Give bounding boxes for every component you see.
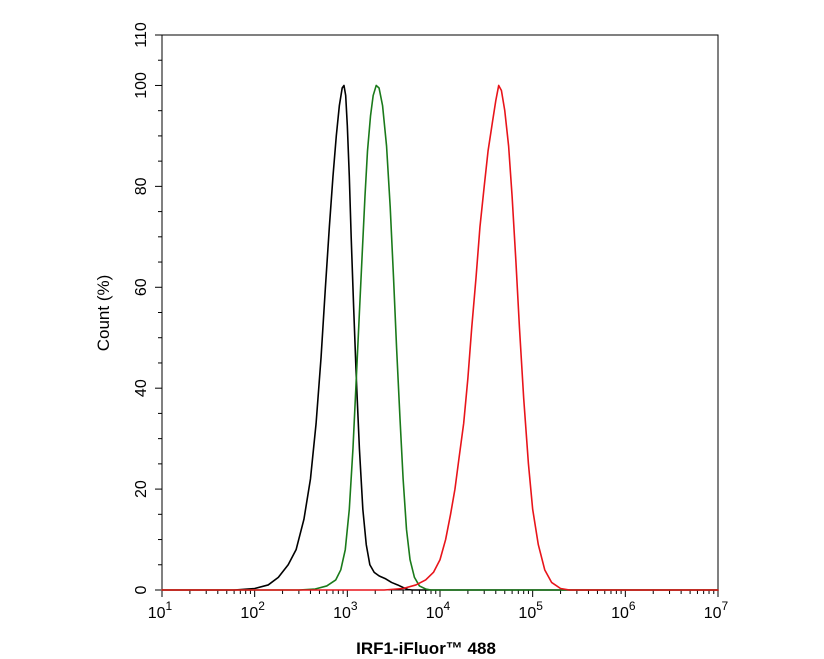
y-tick-label: 60	[133, 278, 150, 296]
x-tick-exponent: 6	[629, 599, 636, 613]
y-tick-label: 0	[133, 585, 150, 594]
x-tick-label: 106	[611, 599, 636, 622]
x-tick-base: 10	[333, 605, 351, 622]
x-tick-base: 10	[148, 605, 166, 622]
y-tick-label: 100	[133, 72, 150, 99]
series-line	[161, 84, 719, 591]
plot-frame	[161, 34, 719, 591]
x-tick-label: 101	[148, 599, 173, 622]
y-axis: 0 20 40 60 80 100 110	[133, 22, 162, 594]
x-tick-base: 10	[240, 605, 258, 622]
y-tick-label: 40	[133, 379, 150, 397]
y-tick-label: 20	[133, 480, 150, 498]
y-axis-title: Count (%)	[94, 275, 113, 352]
y-tick-label: 110	[133, 22, 150, 48]
x-tick-label: 107	[704, 599, 729, 622]
series-lines	[161, 84, 719, 591]
x-tick-exponent: 7	[722, 599, 729, 613]
x-tick-exponent: 1	[166, 599, 173, 613]
x-tick-base: 10	[518, 605, 536, 622]
x-tick-exponent: 2	[258, 599, 265, 613]
x-tick-exponent: 5	[536, 599, 543, 613]
series-line	[161, 84, 719, 591]
x-tick-base: 10	[704, 605, 722, 622]
x-tick-base: 10	[426, 605, 444, 622]
x-axis-title: IRF1-iFluor™ 488	[356, 639, 496, 658]
x-axis: 101 102 103 104 105 106 107	[148, 590, 729, 622]
x-tick-label: 104	[426, 599, 451, 622]
x-tick-label: 103	[333, 599, 358, 622]
y-tick-label: 80	[133, 177, 150, 195]
x-tick-base: 10	[611, 605, 629, 622]
x-tick-exponent: 3	[351, 599, 358, 613]
x-tick-label: 102	[240, 599, 265, 622]
x-tick-label: 105	[518, 599, 543, 622]
x-tick-exponent: 4	[444, 599, 451, 613]
series-line	[161, 84, 719, 591]
